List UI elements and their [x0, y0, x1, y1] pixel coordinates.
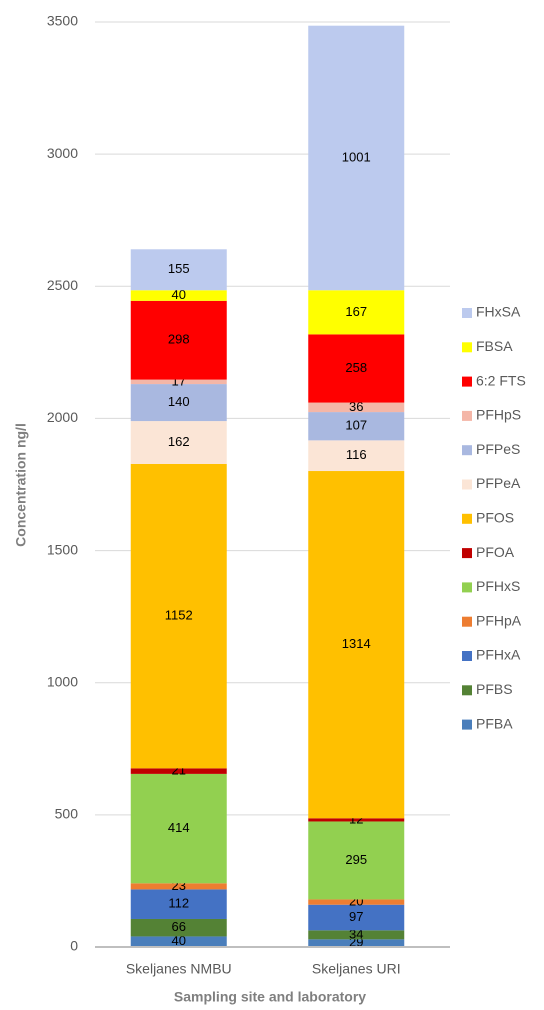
- legend-swatch: [462, 410, 472, 421]
- y-tick-label: 2000: [47, 409, 78, 425]
- bar-segment: [308, 402, 405, 413]
- legend-label: PFOA: [476, 544, 515, 560]
- legend-swatch: [462, 308, 472, 318]
- bar-segment: [308, 471, 405, 819]
- legend-swatch: [462, 376, 472, 387]
- legend-swatch: [462, 616, 472, 627]
- legend-swatch: [462, 685, 472, 696]
- legend-swatch: [462, 548, 472, 559]
- legend-label: PFHpS: [476, 407, 521, 423]
- bar-segment: [130, 773, 227, 884]
- legend-label: PFHxA: [476, 647, 521, 663]
- legend-label: PFBS: [476, 681, 513, 697]
- value-label: 1001: [342, 149, 371, 164]
- legend-label: FHxSA: [476, 304, 521, 320]
- value-label: 258: [345, 360, 367, 375]
- bar-segment: [130, 936, 227, 947]
- bar-segment: [130, 290, 227, 301]
- value-label: 295: [345, 852, 367, 867]
- y-tick-label: 3500: [47, 13, 78, 29]
- bar-segment: [130, 463, 227, 769]
- value-label: 40: [172, 287, 186, 302]
- bar-segment: [130, 889, 227, 919]
- value-label: 167: [345, 304, 367, 319]
- legend-swatch: [462, 582, 472, 593]
- value-label: 162: [168, 434, 190, 449]
- bar-segment: [308, 818, 405, 822]
- legend-label: PFHxS: [476, 578, 520, 594]
- bar-segment: [130, 883, 227, 890]
- legend-label: PFBA: [476, 715, 513, 731]
- legend-swatch: [462, 479, 472, 490]
- bar-segment: [308, 904, 405, 931]
- bar-segment: [130, 918, 227, 937]
- bar-segment: [308, 821, 405, 900]
- value-label: 155: [168, 261, 190, 276]
- legend-swatch: [462, 513, 472, 524]
- y-tick-label: 2500: [47, 277, 78, 293]
- legend-label: PFPeS: [476, 441, 520, 457]
- bar-segment: [130, 300, 227, 380]
- legend-swatch: [462, 651, 472, 661]
- y-tick-label: 500: [55, 806, 79, 822]
- value-label: 140: [168, 394, 190, 409]
- x-axis-title: Sampling site and laboratory: [174, 989, 366, 1005]
- y-tick-label: 3000: [47, 145, 78, 161]
- bar-segment: [130, 421, 227, 464]
- value-label: 116: [346, 447, 367, 462]
- bar-segment: [130, 384, 227, 422]
- bar-segment: [130, 379, 227, 385]
- legend-label: PFOS: [476, 510, 514, 526]
- bar-segment: [308, 939, 405, 947]
- bar-segment: [308, 440, 405, 472]
- legend-label: PFHpA: [476, 612, 522, 628]
- legend-label: 6:2 FTS: [476, 372, 526, 388]
- legend-label: FBSA: [476, 338, 513, 354]
- value-label: 1314: [342, 636, 371, 651]
- y-tick-label: 1000: [47, 673, 78, 689]
- bar-segment: [308, 290, 405, 335]
- value-label: 298: [168, 332, 190, 347]
- bar-segment: [130, 249, 227, 291]
- value-label: 97: [349, 909, 363, 924]
- bar-segment: [130, 768, 227, 774]
- legend-swatch: [462, 342, 472, 353]
- value-label: 1152: [165, 608, 193, 623]
- bar-segment: [308, 334, 405, 403]
- value-label: 112: [168, 896, 189, 911]
- x-tick-label: Skeljanes URI: [312, 961, 401, 977]
- bar-segment: [308, 930, 405, 940]
- bar-segment: [308, 412, 405, 441]
- x-tick-label: Skeljanes NMBU: [126, 961, 232, 977]
- value-label: 414: [168, 820, 190, 835]
- value-label: 40: [172, 933, 186, 948]
- bar-segment: [308, 899, 405, 905]
- y-axis-title: Concentration ng/l: [13, 423, 29, 547]
- legend-swatch: [462, 445, 472, 456]
- y-tick-label: 0: [70, 938, 78, 954]
- legend-label: PFPeA: [476, 475, 521, 491]
- bar-segment: [308, 25, 405, 291]
- y-tick-label: 1500: [47, 541, 78, 557]
- value-label: 66: [172, 919, 186, 934]
- value-label: 107: [345, 418, 367, 433]
- legend-swatch: [462, 719, 472, 730]
